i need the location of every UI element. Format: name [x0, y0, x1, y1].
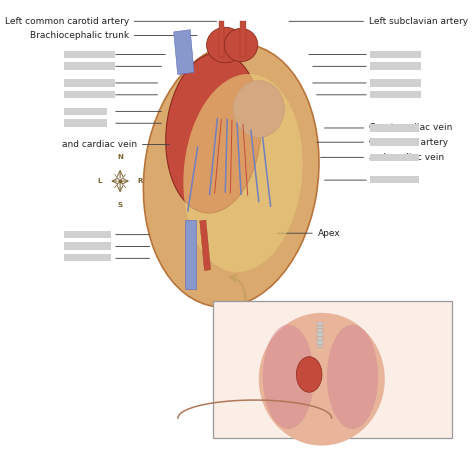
Text: and cardiac vein: and cardiac vein: [62, 140, 169, 149]
FancyBboxPatch shape: [64, 62, 115, 70]
Text: Left common carotid artery: Left common carotid artery: [5, 17, 217, 26]
Ellipse shape: [166, 53, 261, 213]
Text: S: S: [118, 202, 123, 208]
Text: Lung: Lung: [332, 357, 411, 365]
Text: S: S: [411, 426, 416, 430]
Text: Diaphragm: Diaphragm: [309, 371, 438, 380]
FancyArrow shape: [185, 220, 196, 289]
FancyBboxPatch shape: [64, 231, 111, 238]
FancyBboxPatch shape: [317, 337, 323, 340]
FancyBboxPatch shape: [370, 79, 421, 87]
FancyBboxPatch shape: [317, 326, 323, 328]
Ellipse shape: [207, 27, 244, 63]
FancyBboxPatch shape: [370, 176, 419, 183]
Text: Circumflex artery: Circumflex artery: [317, 138, 448, 146]
Ellipse shape: [327, 325, 378, 429]
Text: Arch of aorta: Arch of aorta: [320, 341, 446, 349]
Ellipse shape: [183, 74, 302, 272]
FancyBboxPatch shape: [317, 345, 323, 347]
FancyBboxPatch shape: [64, 119, 107, 127]
FancyBboxPatch shape: [64, 254, 111, 261]
Text: N: N: [411, 387, 416, 392]
Text: Apex: Apex: [277, 229, 341, 237]
Ellipse shape: [259, 313, 385, 446]
FancyBboxPatch shape: [213, 301, 452, 438]
Ellipse shape: [224, 28, 258, 62]
FancyBboxPatch shape: [370, 62, 421, 70]
FancyBboxPatch shape: [317, 341, 323, 344]
Text: R: R: [137, 178, 143, 184]
FancyBboxPatch shape: [370, 138, 419, 146]
FancyBboxPatch shape: [317, 333, 323, 336]
FancyBboxPatch shape: [64, 79, 115, 87]
Ellipse shape: [143, 44, 319, 307]
Text: and cardiac vein: and cardiac vein: [320, 153, 444, 162]
Text: L: L: [395, 406, 400, 411]
Text: L: L: [98, 178, 102, 184]
FancyBboxPatch shape: [370, 91, 421, 98]
FancyBboxPatch shape: [317, 322, 323, 325]
FancyBboxPatch shape: [64, 91, 115, 98]
Text: R: R: [427, 406, 432, 411]
FancyBboxPatch shape: [370, 154, 419, 161]
FancyBboxPatch shape: [64, 242, 111, 250]
Text: Brachiocephalic trunk: Brachiocephalic trunk: [30, 31, 197, 40]
FancyArrowPatch shape: [230, 275, 246, 301]
Text: Great cardiac vein: Great cardiac vein: [325, 124, 452, 132]
FancyArrow shape: [200, 220, 210, 271]
FancyBboxPatch shape: [64, 51, 115, 58]
FancyArrow shape: [173, 30, 194, 74]
FancyArrow shape: [240, 21, 246, 57]
Text: N: N: [117, 154, 123, 160]
FancyBboxPatch shape: [64, 108, 107, 115]
FancyArrow shape: [219, 21, 224, 57]
Ellipse shape: [296, 357, 322, 392]
Text: Left subclavian artery: Left subclavian artery: [289, 17, 468, 26]
FancyBboxPatch shape: [370, 51, 421, 58]
Text: Trachea: Trachea: [325, 328, 423, 337]
Ellipse shape: [263, 325, 314, 429]
FancyBboxPatch shape: [317, 329, 323, 332]
FancyBboxPatch shape: [370, 124, 419, 132]
Ellipse shape: [233, 81, 284, 137]
